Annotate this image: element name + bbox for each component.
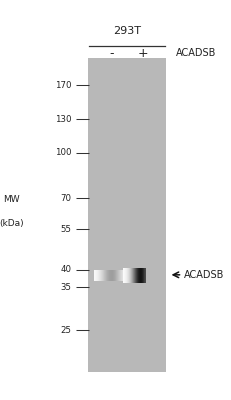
- Text: 35: 35: [61, 282, 72, 292]
- Text: 130: 130: [55, 115, 72, 124]
- Bar: [88, 58, 166, 372]
- Text: 100: 100: [55, 148, 72, 157]
- Text: 25: 25: [61, 326, 72, 334]
- Text: ACADSB: ACADSB: [184, 270, 224, 280]
- Text: (kDa): (kDa): [0, 218, 24, 228]
- Text: -: -: [109, 47, 114, 60]
- Text: 55: 55: [61, 225, 72, 234]
- Text: 170: 170: [55, 80, 72, 90]
- Text: 293T: 293T: [113, 26, 141, 36]
- Text: MW: MW: [3, 194, 20, 204]
- Text: 70: 70: [61, 194, 72, 203]
- Text: 40: 40: [61, 266, 72, 274]
- Text: +: +: [137, 47, 148, 60]
- Text: ACADSB: ACADSB: [176, 48, 216, 58]
